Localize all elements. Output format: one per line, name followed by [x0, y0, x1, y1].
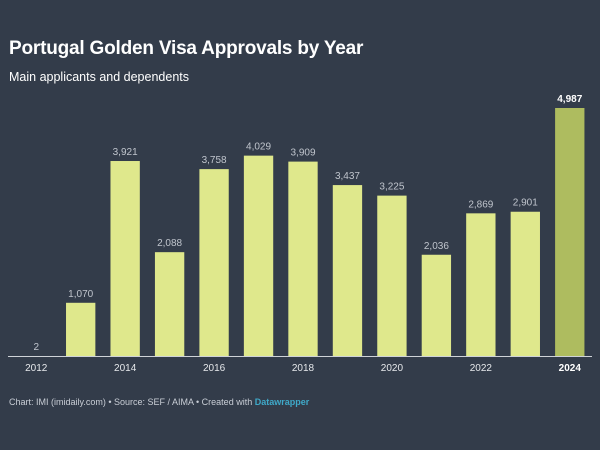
value-label-2024: 4,987 [557, 94, 582, 105]
value-label-2016: 3,758 [202, 155, 227, 166]
x-tick-label-2018: 2018 [292, 363, 315, 374]
value-label-2012: 2 [33, 342, 39, 353]
x-tick-label-2022: 2022 [470, 363, 493, 374]
bar-2018 [288, 161, 318, 356]
value-label-2018: 3,909 [290, 148, 315, 159]
datawrapper-link[interactable]: Datawrapper [254, 397, 310, 407]
value-label-2020: 3,225 [379, 182, 404, 193]
chart-footer: Chart: IMI (imidaily.com) • Source: SEF … [9, 397, 309, 407]
bar-2016 [199, 169, 229, 356]
bar-2013 [66, 302, 96, 356]
bar-2017 [243, 155, 274, 356]
x-tick-label-2020: 2020 [381, 363, 404, 374]
bar-2020 [377, 195, 407, 356]
value-label-2023: 2,901 [513, 198, 538, 209]
x-tick-label-2024: 2024 [559, 363, 582, 374]
chart-title: Portugal Golden Visa Approvals by Year [9, 38, 364, 59]
value-label-2015: 2,088 [157, 238, 182, 249]
value-label-2022: 2,869 [468, 199, 493, 210]
x-tick-label-2012: 2012 [25, 363, 48, 374]
value-label-2017: 4,029 [246, 142, 271, 153]
bar-2022 [466, 213, 496, 356]
bar-2021 [421, 254, 452, 356]
bar-2024 [555, 108, 585, 356]
chart-subtitle: Main applicants and dependents [9, 70, 189, 84]
value-label-2014: 3,921 [113, 147, 138, 158]
bar-2023 [510, 211, 540, 356]
value-label-2019: 3,437 [335, 171, 360, 182]
x-tick-label-2016: 2016 [203, 363, 226, 374]
bar-2014 [110, 161, 140, 356]
value-label-2013: 1,070 [68, 289, 93, 300]
footer-credit: Chart: IMI (imidaily.com) • Source: SEF … [9, 397, 253, 407]
value-label-2021: 2,036 [424, 241, 449, 252]
bar-2019 [332, 185, 363, 356]
bar-2015 [154, 252, 185, 356]
x-tick-label-2014: 2014 [114, 363, 137, 374]
